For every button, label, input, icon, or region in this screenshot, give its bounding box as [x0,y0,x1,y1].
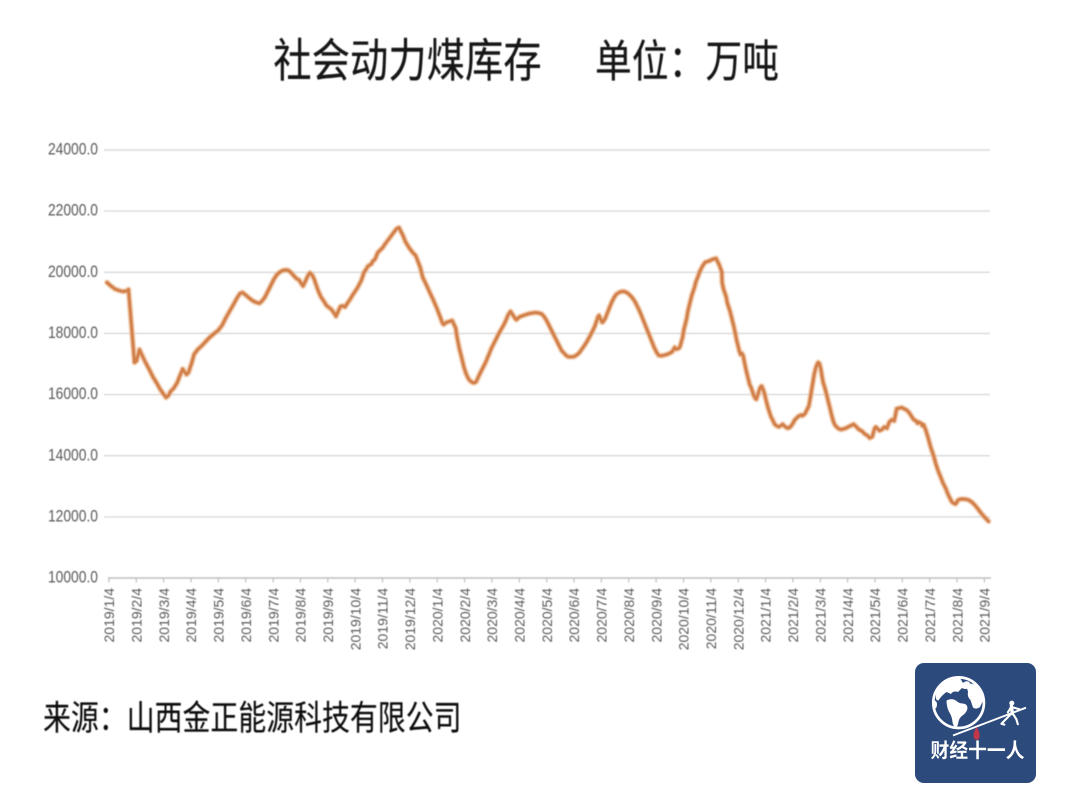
svg-text:2019/3/4: 2019/3/4 [156,588,172,643]
svg-text:2020/2/4: 2020/2/4 [457,588,473,643]
svg-text:2019/6/4: 2019/6/4 [238,588,254,643]
svg-text:10000.0: 10000.0 [48,569,98,587]
svg-text:12000.0: 12000.0 [48,507,98,525]
svg-text:20000.0: 20000.0 [48,263,98,281]
svg-text:2019/2/4: 2019/2/4 [129,588,145,643]
svg-text:2020/3/4: 2020/3/4 [484,588,500,643]
svg-text:2021/3/4: 2021/3/4 [813,588,829,643]
svg-text:14000.0: 14000.0 [48,446,98,464]
svg-text:2020/5/4: 2020/5/4 [539,588,555,643]
svg-text:2020/4/4: 2020/4/4 [512,588,528,643]
svg-text:2019/1/4: 2019/1/4 [101,588,117,643]
svg-text:2020/10/4: 2020/10/4 [676,588,692,650]
svg-text:2019/7/4: 2019/7/4 [265,588,281,643]
svg-text:2019/4/4: 2019/4/4 [183,588,199,643]
svg-text:22000.0: 22000.0 [48,202,98,220]
svg-text:2020/9/4: 2020/9/4 [648,588,664,643]
svg-text:2020/8/4: 2020/8/4 [621,588,637,643]
svg-text:2020/6/4: 2020/6/4 [566,588,582,643]
svg-text:2021/6/4: 2021/6/4 [895,588,911,643]
svg-text:18000.0: 18000.0 [48,324,98,342]
svg-text:24000.0: 24000.0 [48,141,98,159]
svg-text:16000.0: 16000.0 [48,385,98,403]
svg-text:2019/5/4: 2019/5/4 [211,588,227,643]
svg-text:2021/7/4: 2021/7/4 [922,588,938,643]
svg-text:2021/1/4: 2021/1/4 [758,588,774,643]
svg-text:2019/8/4: 2019/8/4 [293,588,309,643]
svg-text:2020/12/4: 2020/12/4 [730,588,746,650]
svg-text:2019/12/4: 2019/12/4 [402,588,418,650]
svg-text:2021/8/4: 2021/8/4 [949,588,965,643]
svg-text:2019/9/4: 2019/9/4 [320,588,336,643]
svg-text:2021/9/4: 2021/9/4 [977,588,993,643]
svg-text:2019/11/4: 2019/11/4 [375,588,391,649]
svg-text:2021/2/4: 2021/2/4 [785,588,801,643]
svg-text:2019/10/4: 2019/10/4 [347,588,363,650]
svg-text:2021/5/4: 2021/5/4 [867,588,883,643]
svg-text:2020/1/4: 2020/1/4 [429,588,445,643]
svg-text:2020/11/4: 2020/11/4 [703,588,719,649]
svg-text:2021/4/4: 2021/4/4 [840,588,856,643]
svg-text:2020/7/4: 2020/7/4 [594,588,610,643]
